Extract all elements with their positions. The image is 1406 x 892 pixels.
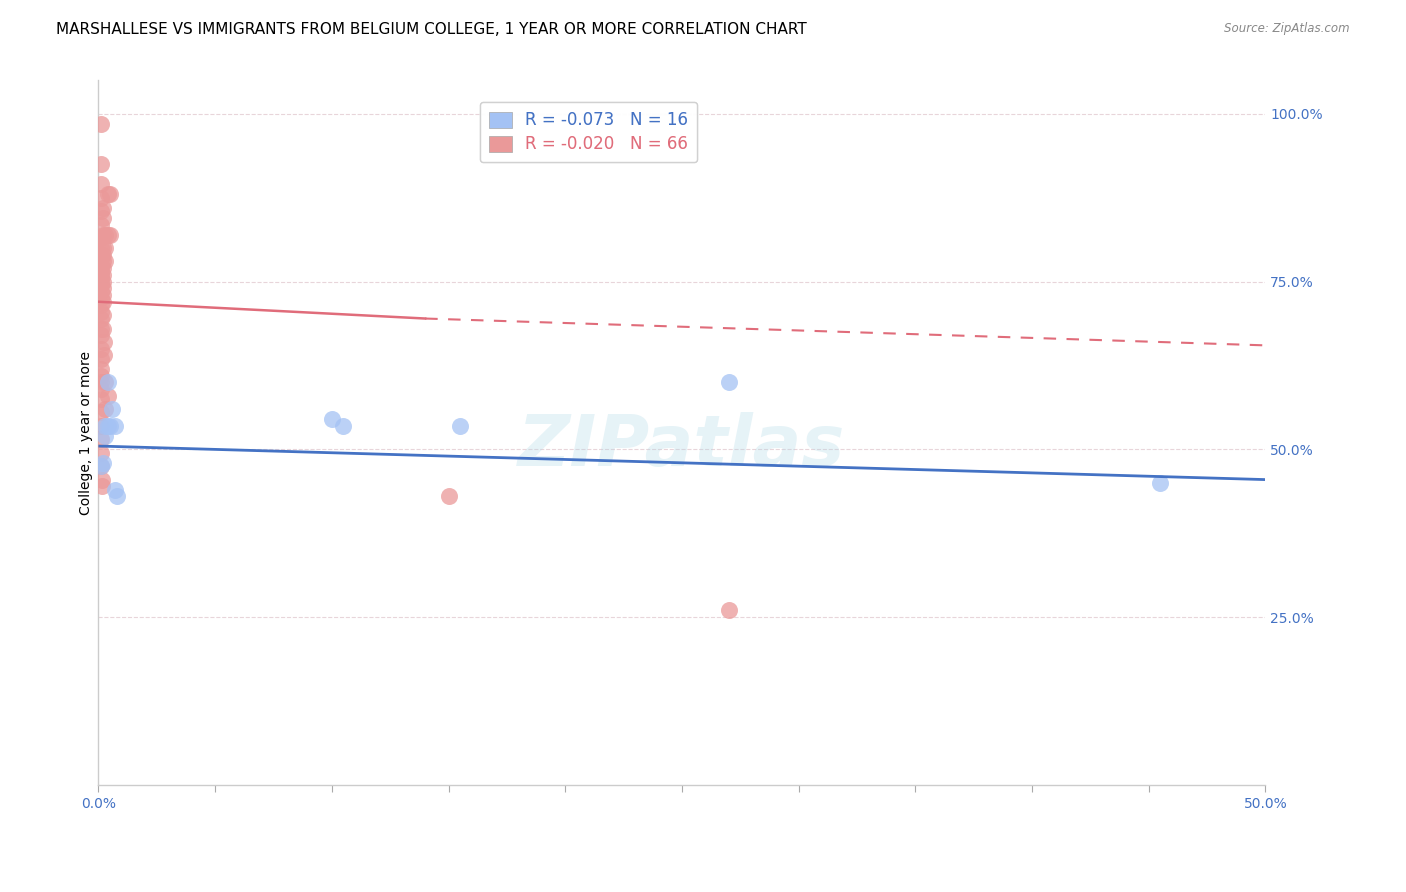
Point xyxy=(90,418,112,433)
Point xyxy=(90,117,112,131)
Point xyxy=(90,204,112,219)
Point xyxy=(97,227,120,242)
Point xyxy=(717,603,740,617)
Point xyxy=(104,418,127,433)
Point xyxy=(90,191,112,205)
Text: MARSHALLESE VS IMMIGRANTS FROM BELGIUM COLLEGE, 1 YEAR OR MORE CORRELATION CHART: MARSHALLESE VS IMMIGRANTS FROM BELGIUM C… xyxy=(56,22,807,37)
Point xyxy=(98,187,121,202)
Point xyxy=(90,368,112,383)
Point xyxy=(449,418,471,433)
Point xyxy=(90,178,112,192)
Point xyxy=(97,418,120,433)
Point xyxy=(90,351,112,366)
Point xyxy=(332,418,354,433)
Point xyxy=(90,376,112,390)
Point xyxy=(90,261,112,276)
Point xyxy=(90,248,112,262)
Point xyxy=(91,288,114,302)
Point xyxy=(91,254,114,268)
Point xyxy=(90,392,112,406)
Point xyxy=(90,298,112,312)
Point xyxy=(91,275,114,289)
Point xyxy=(90,479,112,493)
Text: Source: ZipAtlas.com: Source: ZipAtlas.com xyxy=(1225,22,1350,36)
Point xyxy=(717,376,740,390)
Point xyxy=(97,187,120,202)
Point xyxy=(91,321,114,335)
Point xyxy=(98,227,121,242)
Point xyxy=(90,268,112,282)
Y-axis label: College, 1 year or more: College, 1 year or more xyxy=(79,351,93,515)
Point xyxy=(90,157,112,171)
Point xyxy=(101,402,124,417)
Point xyxy=(94,376,117,390)
Point xyxy=(90,459,112,474)
Point xyxy=(105,489,128,503)
Point xyxy=(90,305,112,319)
Point xyxy=(90,258,112,272)
Point xyxy=(90,251,112,265)
Point xyxy=(97,376,120,390)
Point xyxy=(94,402,117,417)
Point xyxy=(90,473,112,487)
Point xyxy=(321,412,343,426)
Point xyxy=(91,201,114,215)
Text: ZIPatlas: ZIPatlas xyxy=(519,412,845,481)
Point xyxy=(94,254,117,268)
Point xyxy=(93,348,115,362)
Point xyxy=(91,211,114,225)
Point xyxy=(94,227,117,242)
Point xyxy=(94,429,117,443)
Point xyxy=(90,342,112,356)
Point xyxy=(104,483,127,497)
Point xyxy=(91,268,114,282)
Point xyxy=(90,446,112,460)
Point xyxy=(437,489,460,503)
Point xyxy=(94,241,117,255)
Point xyxy=(91,281,114,295)
Point xyxy=(1149,475,1171,490)
Point xyxy=(91,456,114,470)
Point xyxy=(90,271,112,285)
Point xyxy=(90,277,112,292)
Point xyxy=(90,433,112,447)
Point xyxy=(91,294,114,309)
Point xyxy=(90,405,112,419)
Point xyxy=(90,285,112,299)
Legend: R = -0.073   N = 16, R = -0.020   N = 66: R = -0.073 N = 16, R = -0.020 N = 66 xyxy=(481,102,697,162)
Point xyxy=(90,275,112,289)
Point xyxy=(90,218,112,232)
Point xyxy=(98,418,121,433)
Point xyxy=(91,241,114,255)
Point xyxy=(97,389,120,403)
Point xyxy=(90,311,112,326)
Point xyxy=(94,418,117,433)
Point xyxy=(91,308,114,322)
Point xyxy=(91,261,114,276)
Point xyxy=(93,334,115,349)
Point xyxy=(90,362,112,376)
Point xyxy=(90,459,112,474)
Point xyxy=(90,382,112,396)
Point xyxy=(91,227,114,242)
Point xyxy=(90,231,112,245)
Point xyxy=(90,241,112,255)
Point xyxy=(90,292,112,306)
Point xyxy=(91,248,114,262)
Point xyxy=(90,321,112,335)
Point xyxy=(90,264,112,278)
Point xyxy=(90,328,112,343)
